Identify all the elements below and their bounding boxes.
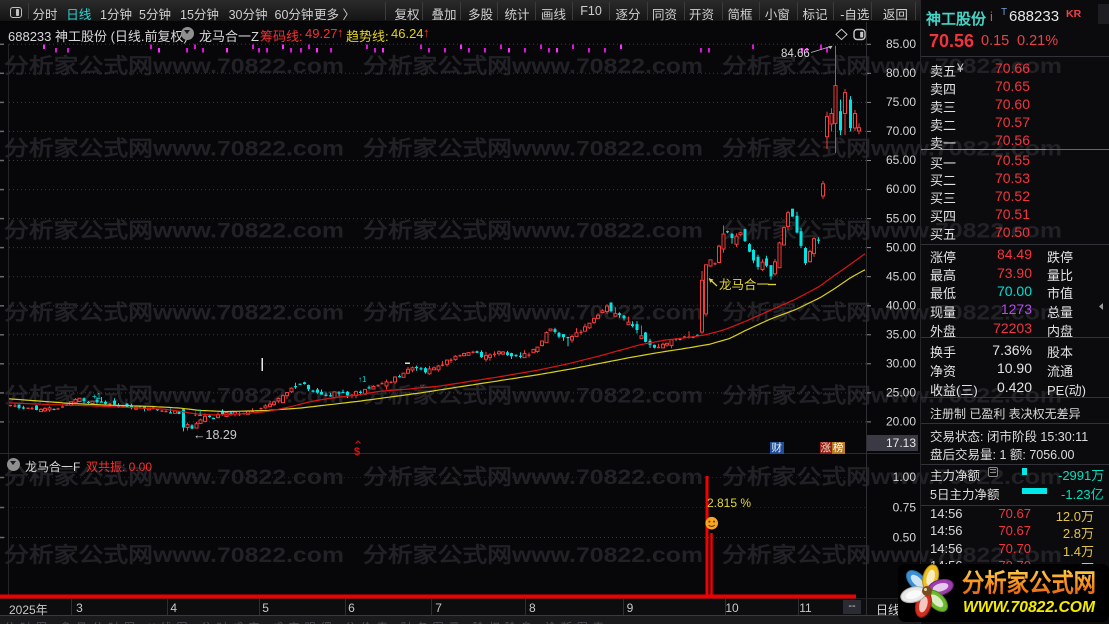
svg-text:分析家公式网www.70822.com: 分析家公式网www.70822.com	[4, 543, 344, 567]
svg-text:WWW.70822.COM: WWW.70822.COM	[963, 599, 1096, 616]
svg-text:分析家公式网www.70822.com: 分析家公式网www.70822.com	[4, 219, 344, 243]
svg-text:分析家公式网www.70822.com: 分析家公式网www.70822.com	[363, 384, 703, 408]
svg-text:分析家公式网www.70822.com: 分析家公式网www.70822.com	[722, 465, 1062, 489]
svg-text:分析家公式网www.70822.com: 分析家公式网www.70822.com	[4, 137, 344, 161]
svg-text:40.00: 40.00	[886, 298, 916, 312]
svg-text:分析家公式网: 分析家公式网	[962, 569, 1096, 598]
svg-text:分析家公式网www.70822.com: 分析家公式网www.70822.com	[722, 543, 1062, 567]
svg-text:75.00: 75.00	[886, 95, 916, 109]
svg-text:80.00: 80.00	[886, 66, 916, 80]
svg-text:分析家公式网www.70822.com: 分析家公式网www.70822.com	[363, 137, 703, 161]
svg-text:84.66: 84.66	[781, 48, 810, 60]
svg-text:45.00: 45.00	[886, 269, 916, 283]
svg-text:55.00: 55.00	[886, 211, 916, 225]
svg-text:分析家公式网www.70822.com: 分析家公式网www.70822.com	[363, 54, 703, 78]
svg-text:70.00: 70.00	[886, 124, 916, 138]
svg-text:分析家公式网www.70822.com: 分析家公式网www.70822.com	[4, 384, 344, 408]
svg-text:分析家公式网www.70822.com: 分析家公式网www.70822.com	[722, 54, 1062, 78]
svg-text:↑1: ↑1	[358, 375, 367, 384]
svg-text:30.00: 30.00	[886, 357, 916, 371]
svg-text:85.00: 85.00	[886, 37, 916, 51]
svg-text:20.00: 20.00	[886, 415, 916, 429]
svg-text:17.13: 17.13	[886, 436, 916, 450]
svg-text:+1: +1	[92, 392, 102, 401]
svg-text:分析家公式网www.70822.com: 分析家公式网www.70822.com	[4, 301, 344, 325]
svg-text:分析家公式网www.70822.com: 分析家公式网www.70822.com	[363, 219, 703, 243]
svg-text:分析家公式网www.70822.com: 分析家公式网www.70822.com	[722, 384, 1062, 408]
svg-text:35.00: 35.00	[886, 328, 916, 342]
svg-text:分析家公式网www.70822.com: 分析家公式网www.70822.com	[722, 219, 1062, 243]
svg-text:2.815 %: 2.815 %	[707, 496, 751, 510]
svg-text:0.50: 0.50	[893, 531, 917, 545]
svg-text:▿: ▿	[420, 382, 424, 391]
svg-text:0.75: 0.75	[893, 501, 917, 515]
svg-text:1.00: 1.00	[893, 470, 917, 484]
svg-text:↓1: ↓1	[193, 408, 203, 418]
svg-text:60.00: 60.00	[886, 182, 916, 196]
svg-text:50.00: 50.00	[886, 240, 916, 254]
svg-text:25.00: 25.00	[886, 386, 916, 400]
svg-text:分析家公式网www.70822.com: 分析家公式网www.70822.com	[4, 54, 344, 78]
svg-text:分析家公式网www.70822.com: 分析家公式网www.70822.com	[722, 137, 1062, 161]
svg-text:龙马合一: 龙马合一	[719, 277, 769, 292]
svg-text:$: $	[354, 446, 360, 458]
svg-text:←18.29: ←18.29	[193, 428, 237, 442]
svg-text:65.00: 65.00	[886, 153, 916, 167]
svg-text:分析家公式网www.70822.com: 分析家公式网www.70822.com	[363, 543, 703, 567]
svg-text:分析家公式网www.70822.com: 分析家公式网www.70822.com	[722, 301, 1062, 325]
svg-text:分析家公式网www.70822.com: 分析家公式网www.70822.com	[363, 301, 703, 325]
